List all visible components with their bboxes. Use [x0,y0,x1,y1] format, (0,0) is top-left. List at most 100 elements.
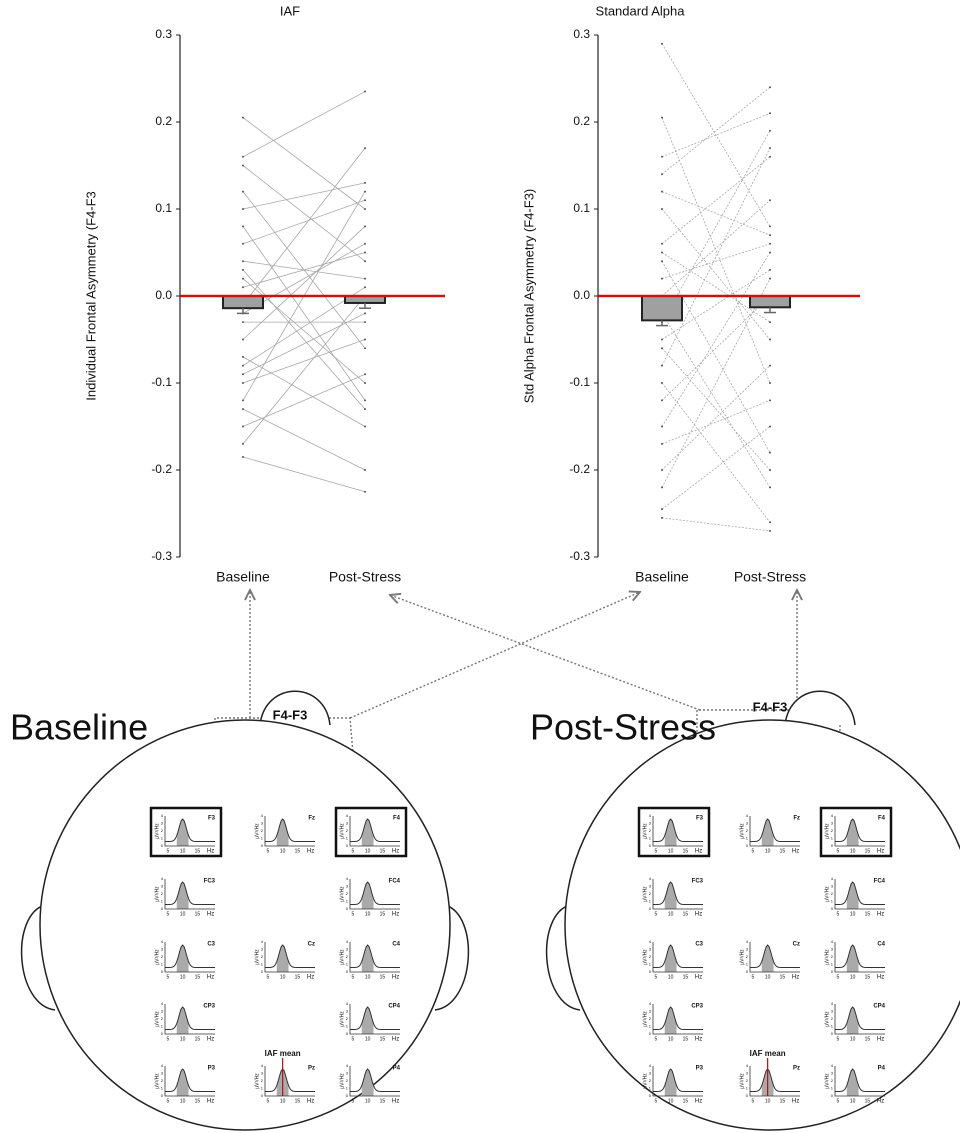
mini-x-unit: Hz [695,1037,702,1043]
subject-point [769,86,771,88]
subject-point [769,365,771,367]
subject-point [364,373,366,375]
mini-x-tick: 15 [380,1036,386,1042]
x-tick-label: Post-Stress [734,569,806,585]
subject-point [242,373,244,375]
mini-x-tick: 10 [365,848,371,854]
electrode-label: Fz [793,816,800,822]
mini-y-label: μV²/Hz [642,886,648,902]
mini-x-tick: 15 [195,848,201,854]
mini-y-label: μV²/Hz [824,949,830,965]
subject-point [364,91,366,93]
mini-x-tick: 15 [865,911,871,917]
mini-x-tick: 10 [365,1098,371,1104]
x-tick-label: Baseline [635,569,689,585]
mini-x-tick: 15 [195,911,201,917]
mini-x-tick: 5 [267,1098,270,1104]
electrode-label: P3 [696,1066,704,1072]
subject-line [662,131,770,322]
electrode-label: P3 [208,1066,216,1072]
mini-x-unit: Hz [792,849,799,855]
mean-bar [642,296,682,320]
mini-y-tick: 0 [649,1093,652,1098]
electrode-label: FC3 [204,879,216,885]
panel-title: Post-Stress [530,707,716,748]
mini-x-tick: 10 [365,974,371,980]
mini-x-tick: 15 [780,848,786,854]
subject-point [661,173,663,175]
mini-x-tick: 10 [180,848,186,854]
y-tick-label: -0.2 [151,462,172,476]
mini-x-tick: 10 [180,911,186,917]
subject-point [242,426,244,428]
mini-x-tick: 5 [837,911,840,917]
head [22,691,469,1130]
subject-point [661,156,663,158]
mean-bar [750,296,790,307]
subject-point [661,208,663,210]
subject-point [364,191,366,193]
mini-x-tick: 5 [352,1098,355,1104]
subject-line [662,400,770,444]
subject-point [242,399,244,401]
mini-x-tick: 15 [780,1098,786,1104]
mini-y-label: μV²/Hz [254,823,260,839]
subject-line [662,200,770,296]
subject-point [661,517,663,519]
chart-title: IAF [280,3,300,18]
mini-x-tick: 15 [865,848,871,854]
mini-x-tick: 10 [280,848,286,854]
subject-point [661,508,663,510]
mini-x-tick: 5 [267,974,270,980]
mini-x-unit: Hz [392,849,399,855]
subject-line [243,200,365,244]
mini-x-tick: 10 [850,1098,856,1104]
mini-x-tick: 15 [195,974,201,980]
mini-x-tick: 15 [295,848,301,854]
subject-point [364,408,366,410]
subject-line [243,340,365,384]
mini-y-label: μV²/Hz [254,1073,260,1089]
subject-point [364,339,366,341]
subject-point [661,469,663,471]
mini-x-unit: Hz [307,1099,314,1105]
subject-point [769,399,771,401]
subject-point [242,165,244,167]
figure: IAFIndividual Frontal Asymmetry (F4-F30.… [0,0,960,1133]
mini-x-tick: 10 [365,1036,371,1042]
subject-line [243,183,365,209]
mini-x-tick: 10 [280,974,286,980]
mini-y-label: μV²/Hz [339,1073,345,1089]
subject-point [769,130,771,132]
subject-point [661,443,663,445]
mini-y-label: μV²/Hz [642,949,648,965]
subject-line [662,118,770,383]
mini-x-tick: 15 [683,1036,689,1042]
mini-x-tick: 10 [850,848,856,854]
electrode-label: FC4 [389,879,401,885]
mini-y-label: μV²/Hz [824,823,830,839]
mini-x-unit: Hz [877,849,884,855]
mini-y-label: μV²/Hz [739,823,745,839]
subject-point [769,199,771,201]
y-tick-label: -0.3 [569,549,590,563]
mini-x-tick: 5 [655,911,658,917]
subject-point [661,278,663,280]
electrode-label: FC4 [874,879,886,885]
y-tick-label: -0.3 [151,549,172,563]
subject-point [769,382,771,384]
electrode-label: CP4 [388,1004,400,1010]
panel-title: Baseline [10,707,148,748]
subject-point [364,243,366,245]
y-tick-label: 0.0 [155,288,172,302]
head [547,691,960,1130]
mini-x-tick: 5 [837,1036,840,1042]
mini-y-label: μV²/Hz [824,1011,830,1027]
subject-point [364,182,366,184]
subject-point [769,469,771,471]
mini-x-tick: 10 [765,974,771,980]
x-tick-label: Baseline [216,569,270,585]
y-tick-label: 0.1 [155,201,172,215]
subject-point [364,347,366,349]
mini-y-label: μV²/Hz [824,886,830,902]
